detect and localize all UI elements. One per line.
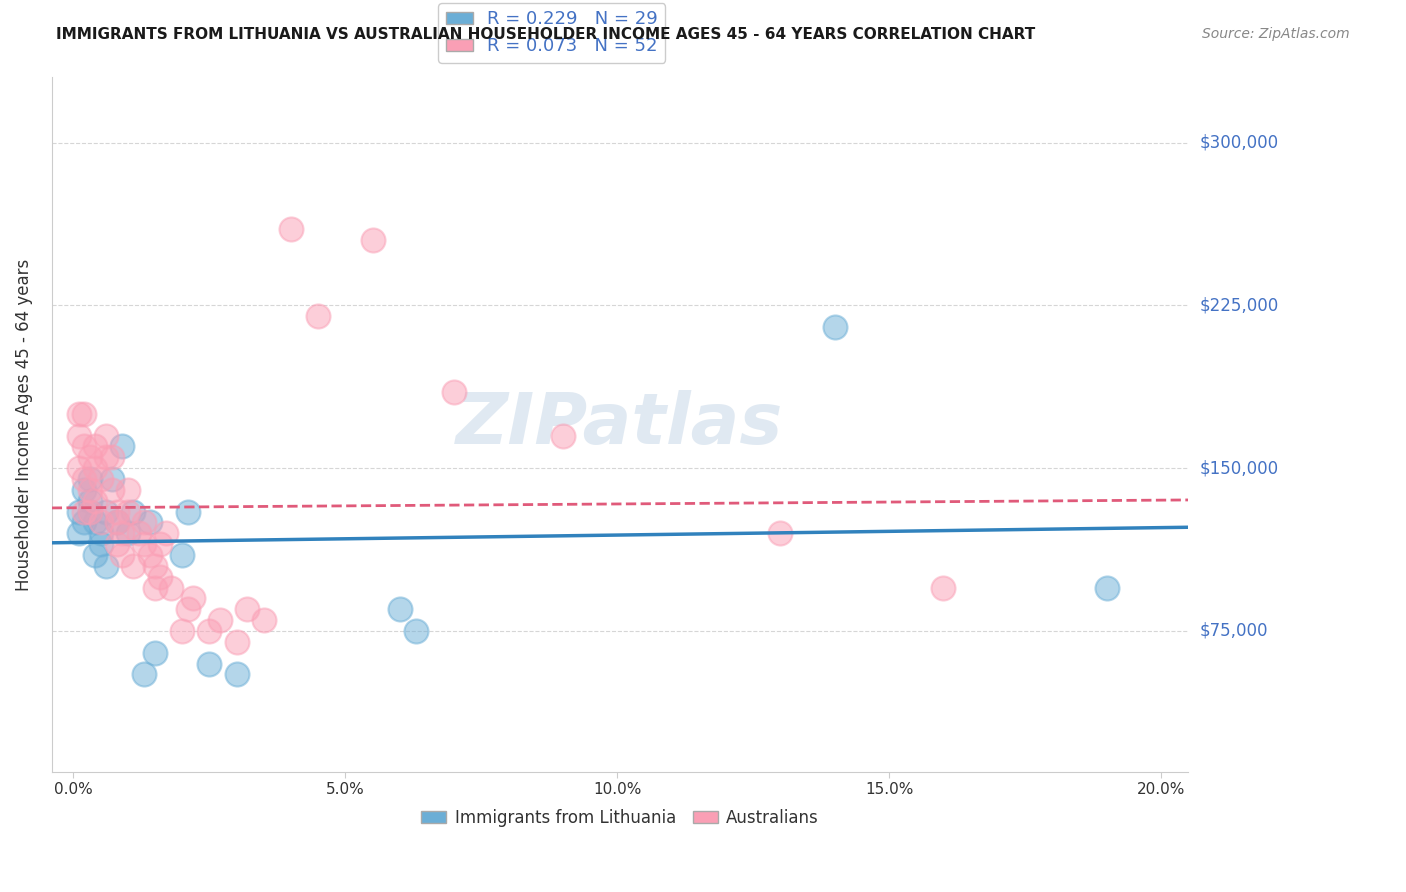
Point <box>134 667 156 681</box>
Point <box>824 320 846 334</box>
Point <box>198 624 221 638</box>
Point <box>94 428 117 442</box>
Point <box>73 516 96 530</box>
Text: $150,000: $150,000 <box>1199 459 1278 477</box>
Point <box>79 493 101 508</box>
Point <box>73 505 96 519</box>
Point <box>172 624 194 638</box>
Point <box>176 602 198 616</box>
Point <box>143 646 166 660</box>
Point <box>280 222 302 236</box>
Point <box>105 516 128 530</box>
Point <box>111 440 134 454</box>
Point <box>94 558 117 573</box>
Point <box>79 483 101 497</box>
Y-axis label: Householder Income Ages 45 - 64 years: Householder Income Ages 45 - 64 years <box>15 259 32 591</box>
Point <box>105 505 128 519</box>
Point <box>932 581 955 595</box>
Point <box>79 472 101 486</box>
Point <box>209 613 232 627</box>
Point <box>67 461 90 475</box>
Point <box>100 472 122 486</box>
Point <box>117 526 139 541</box>
Point <box>388 602 411 616</box>
Text: $75,000: $75,000 <box>1199 622 1268 640</box>
Point <box>143 581 166 595</box>
Point <box>84 493 107 508</box>
Point <box>361 233 384 247</box>
Point <box>79 505 101 519</box>
Point <box>128 526 150 541</box>
Point <box>225 667 247 681</box>
Point <box>79 450 101 465</box>
Point <box>149 537 172 551</box>
Point <box>405 624 427 638</box>
Point <box>149 570 172 584</box>
Point <box>79 505 101 519</box>
Point <box>90 526 112 541</box>
Text: ZIPatlas: ZIPatlas <box>457 390 783 459</box>
Point <box>1095 581 1118 595</box>
Point <box>225 635 247 649</box>
Point <box>155 526 177 541</box>
Point <box>307 309 329 323</box>
Point <box>172 548 194 562</box>
Text: $300,000: $300,000 <box>1199 134 1278 152</box>
Point <box>90 516 112 530</box>
Point <box>73 483 96 497</box>
Point <box>73 440 96 454</box>
Point <box>551 428 574 442</box>
Point <box>111 526 134 541</box>
Point <box>84 516 107 530</box>
Point <box>138 516 160 530</box>
Point <box>769 526 792 541</box>
Point <box>90 537 112 551</box>
Point <box>67 407 90 421</box>
Point <box>122 558 145 573</box>
Point <box>100 450 122 465</box>
Point <box>111 548 134 562</box>
Text: IMMIGRANTS FROM LITHUANIA VS AUSTRALIAN HOUSEHOLDER INCOME AGES 45 - 64 YEARS CO: IMMIGRANTS FROM LITHUANIA VS AUSTRALIAN … <box>56 27 1035 42</box>
Point <box>73 472 96 486</box>
Point <box>122 505 145 519</box>
Text: $225,000: $225,000 <box>1199 296 1278 314</box>
Point <box>67 505 90 519</box>
Point <box>73 407 96 421</box>
Point <box>105 537 128 551</box>
Point <box>117 483 139 497</box>
Point <box>134 537 156 551</box>
Point <box>198 657 221 671</box>
Point <box>160 581 183 595</box>
Point <box>84 440 107 454</box>
Point <box>143 558 166 573</box>
Point <box>253 613 276 627</box>
Point <box>117 505 139 519</box>
Point <box>443 385 465 400</box>
Point <box>84 548 107 562</box>
Point <box>90 472 112 486</box>
Legend: Immigrants from Lithuania, Australians: Immigrants from Lithuania, Australians <box>415 802 825 833</box>
Point <box>181 591 204 606</box>
Point <box>176 505 198 519</box>
Point <box>134 516 156 530</box>
Point <box>94 450 117 465</box>
Point <box>67 428 90 442</box>
Point <box>100 483 122 497</box>
Point <box>94 505 117 519</box>
Text: Source: ZipAtlas.com: Source: ZipAtlas.com <box>1202 27 1350 41</box>
Point <box>105 516 128 530</box>
Point <box>138 548 160 562</box>
Point <box>84 461 107 475</box>
Point <box>236 602 259 616</box>
Point <box>67 526 90 541</box>
